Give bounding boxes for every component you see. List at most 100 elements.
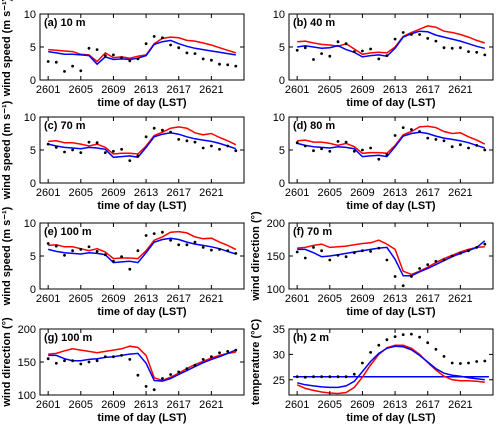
blue-series-line: [297, 30, 485, 58]
observation-point: [161, 377, 164, 380]
observation-point: [95, 250, 99, 253]
x-tick-label: 2601: [36, 293, 60, 305]
observation-point: [112, 259, 115, 263]
y-axis-label: wind direction (°): [250, 211, 262, 302]
observation-point: [210, 58, 213, 62]
observation-point: [201, 146, 205, 150]
observation-point: [144, 42, 148, 46]
x-tick-label: 2621: [199, 293, 223, 305]
x-axis-label: time of day (LST): [346, 200, 436, 212]
observation-point: [87, 46, 91, 50]
observation-point: [401, 31, 405, 34]
observation-point: [218, 248, 221, 251]
x-tick-label: 2621: [448, 187, 472, 199]
observation-point: [385, 338, 389, 342]
panel-6: 2601 2605 2609 2613 2617 2621 100 150 200 (f) 70 …: [250, 211, 494, 318]
y-tick-label: 10: [273, 9, 285, 21]
observation-point: [103, 54, 107, 57]
x-axis-label: time of day (LST): [346, 412, 436, 424]
observation-point: [467, 146, 470, 150]
observation-point: [144, 135, 148, 139]
observation-point: [320, 147, 323, 151]
observation-point: [234, 252, 238, 255]
observation-point: [369, 47, 372, 51]
observation-point: [385, 54, 389, 57]
observation-point: [46, 60, 50, 63]
x-tick-label: 2605: [318, 187, 342, 199]
y-tick-label: 5: [30, 145, 36, 157]
x-axis-label: time of day (LST): [97, 412, 187, 424]
observation-point: [418, 33, 421, 36]
observation-point: [475, 246, 479, 249]
observation-point: [303, 256, 307, 260]
observation-point: [54, 244, 58, 248]
y-tick-label: 200: [18, 324, 36, 336]
observation-point: [295, 375, 299, 379]
panel-title: (h) 2 m: [293, 332, 329, 344]
observation-point: [450, 46, 454, 50]
observation-point: [120, 354, 123, 357]
observation-point: [54, 146, 58, 149]
observation-point: [344, 42, 348, 46]
observation-point: [459, 46, 462, 50]
observation-point: [467, 249, 470, 253]
observation-point: [128, 159, 132, 163]
x-tick-label: 2609: [350, 187, 374, 199]
observation-point: [87, 140, 91, 144]
x-tick-label: 2605: [69, 84, 93, 96]
observation-point: [475, 360, 479, 363]
observation-point: [475, 50, 479, 54]
x-tick-label: 2605: [69, 293, 93, 305]
observation-point: [483, 53, 487, 57]
observation-point: [144, 234, 148, 237]
x-tick-label: 2613: [134, 187, 158, 199]
y-tick-label: 35: [273, 324, 285, 336]
x-tick-label: 2613: [383, 84, 407, 96]
observation-point: [434, 138, 438, 141]
observation-point: [79, 69, 83, 73]
observation-point: [201, 358, 205, 361]
observation-point: [112, 53, 115, 57]
observation-point: [185, 139, 189, 143]
observation-point: [320, 375, 323, 379]
x-tick-label: 2617: [166, 84, 190, 96]
x-tick-label: 2609: [101, 293, 125, 305]
observation-point: [369, 250, 372, 253]
observation-point: [483, 359, 487, 363]
y-tick-label: 5: [279, 145, 285, 157]
observation-point: [434, 259, 438, 263]
observation-point: [361, 361, 364, 365]
observation-point: [152, 388, 156, 392]
x-tick-label: 2605: [318, 399, 342, 411]
observation-point: [426, 263, 430, 266]
observation-point: [369, 146, 372, 150]
observation-point: [161, 128, 164, 132]
x-tick-label: 2621: [199, 187, 223, 199]
observation-point: [136, 154, 140, 158]
red-series-line: [48, 36, 237, 63]
observation-point: [361, 49, 364, 53]
observation-point: [63, 253, 66, 257]
observation-point: [185, 367, 189, 370]
observation-point: [361, 249, 364, 253]
observation-point: [218, 351, 221, 355]
observation-point: [410, 128, 413, 131]
red-series-line: [297, 239, 485, 276]
panel-1: 2601 2605 2609 2613 2617 2621 0 5 10 (a) 10 m time…: [1, 0, 245, 109]
observation-point: [483, 242, 487, 246]
observation-point: [426, 136, 430, 140]
observation-point: [63, 150, 66, 154]
y-tick-label: 10: [273, 112, 285, 124]
panel-2: 2601 2605 2609 2613 2617 2621 0 5 10 (b) 40 m time…: [273, 9, 494, 109]
x-tick-label: 2609: [350, 84, 374, 96]
observation-point: [193, 140, 197, 144]
blue-series-line: [48, 237, 237, 264]
observation-point: [426, 37, 430, 40]
observation-point: [136, 373, 140, 377]
x-tick-label: 2601: [36, 187, 60, 199]
x-tick-label: 2609: [101, 84, 125, 96]
observation-point: [193, 240, 197, 244]
panel-8: 2601 2605 2609 2613 2617 2621 25 30 35 (h) 2 m tim…: [250, 319, 494, 424]
y-tick-label: 5: [30, 42, 36, 54]
